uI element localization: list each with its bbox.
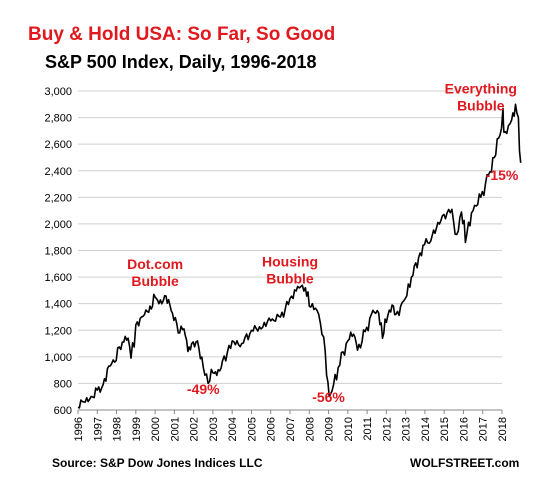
- chart-annotations: Dot.com Bubble-49%Housing Bubble-56%Everyt…: [127, 81, 519, 405]
- x-tick-label: 1998: [112, 417, 124, 441]
- annotation-label: Housing Bubble: [262, 253, 318, 286]
- x-tick-label: 2006: [266, 417, 278, 441]
- x-tick-label: 2011: [362, 417, 374, 441]
- x-tick-label: 2015: [439, 417, 451, 441]
- chart-subtitle: S&P 500 Index, Daily, 1996-2018: [45, 52, 317, 72]
- annotation-label: Everything Bubble: [445, 81, 517, 114]
- x-tick-label: 2009: [324, 417, 336, 441]
- x-tick-label: 2007: [285, 417, 297, 441]
- annotation-line: Bubble: [131, 273, 179, 289]
- y-axis-tick-labels: 600 800 1,000 1,200 1,400 1,600 1,800 2,000 2,20…: [44, 86, 72, 417]
- x-tick-label: 1996: [73, 417, 85, 441]
- x-tick-label: 2000: [150, 417, 162, 441]
- annotation-label: -49%: [187, 381, 220, 397]
- annotation-line: -15%: [486, 167, 519, 183]
- y-tick-label: 1,400: [44, 299, 72, 311]
- y-tick-label: 3,000: [44, 86, 72, 98]
- grid-lines: [78, 90, 502, 411]
- x-tick-label: 1999: [131, 417, 143, 441]
- annotation-line: Bubble: [266, 270, 314, 286]
- x-tick-label: 2012: [381, 417, 393, 441]
- x-tick-label: 2017: [478, 417, 490, 441]
- source-note: Source: S&P Dow Jones Indices LLC: [52, 456, 263, 470]
- annotation-line: Bubble: [457, 98, 505, 114]
- y-tick-label: 2,000: [44, 219, 72, 231]
- x-tick-label: 2013: [401, 417, 413, 441]
- annotation-line: Everything: [445, 81, 517, 97]
- x-tick-label: 2001: [169, 417, 181, 441]
- annotation-label: Dot.com Bubble: [127, 256, 183, 289]
- x-tick-label: 2002: [189, 417, 201, 441]
- x-tick-label: 2010: [343, 417, 355, 441]
- annotation-label: -56%: [312, 389, 345, 405]
- x-tick-label: 2018: [497, 417, 509, 441]
- x-tick-label: 2016: [458, 417, 470, 441]
- y-tick-label: 2,400: [44, 166, 72, 178]
- y-tick-label: 2,200: [44, 192, 72, 204]
- x-tick-label: 2003: [208, 417, 220, 441]
- annotation-line: -56%: [312, 389, 345, 405]
- y-tick-label: 600: [54, 405, 72, 417]
- annotation-line: Dot.com: [127, 256, 183, 272]
- annotation-label: -15%: [486, 167, 519, 183]
- brand-label: WOLFSTREET.com: [410, 456, 519, 470]
- sp500-series-line: [77, 103, 522, 409]
- x-axis-tick-labels: 1996 1997 1998 1999 2000 2001 2002 2003 2004 2005…: [73, 410, 509, 441]
- y-tick-label: 1,600: [44, 272, 72, 284]
- x-tick-label: 1997: [92, 417, 104, 441]
- y-tick-label: 1,200: [44, 325, 72, 337]
- y-tick-label: 1,800: [44, 246, 72, 258]
- x-tick-label: 2014: [420, 417, 432, 441]
- x-tick-label: 2004: [227, 417, 239, 441]
- annotation-line: Housing: [262, 253, 318, 269]
- annotation-line: -49%: [187, 381, 220, 397]
- x-tick-label: 2008: [304, 417, 316, 441]
- y-tick-label: 1,000: [44, 352, 72, 364]
- y-tick-label: 2,600: [44, 139, 72, 151]
- chart-title: Buy & Hold USA: So Far, So Good: [28, 24, 335, 45]
- y-tick-label: 800: [54, 378, 72, 390]
- x-tick-label: 2005: [246, 417, 258, 441]
- y-tick-label: 2,800: [44, 113, 72, 125]
